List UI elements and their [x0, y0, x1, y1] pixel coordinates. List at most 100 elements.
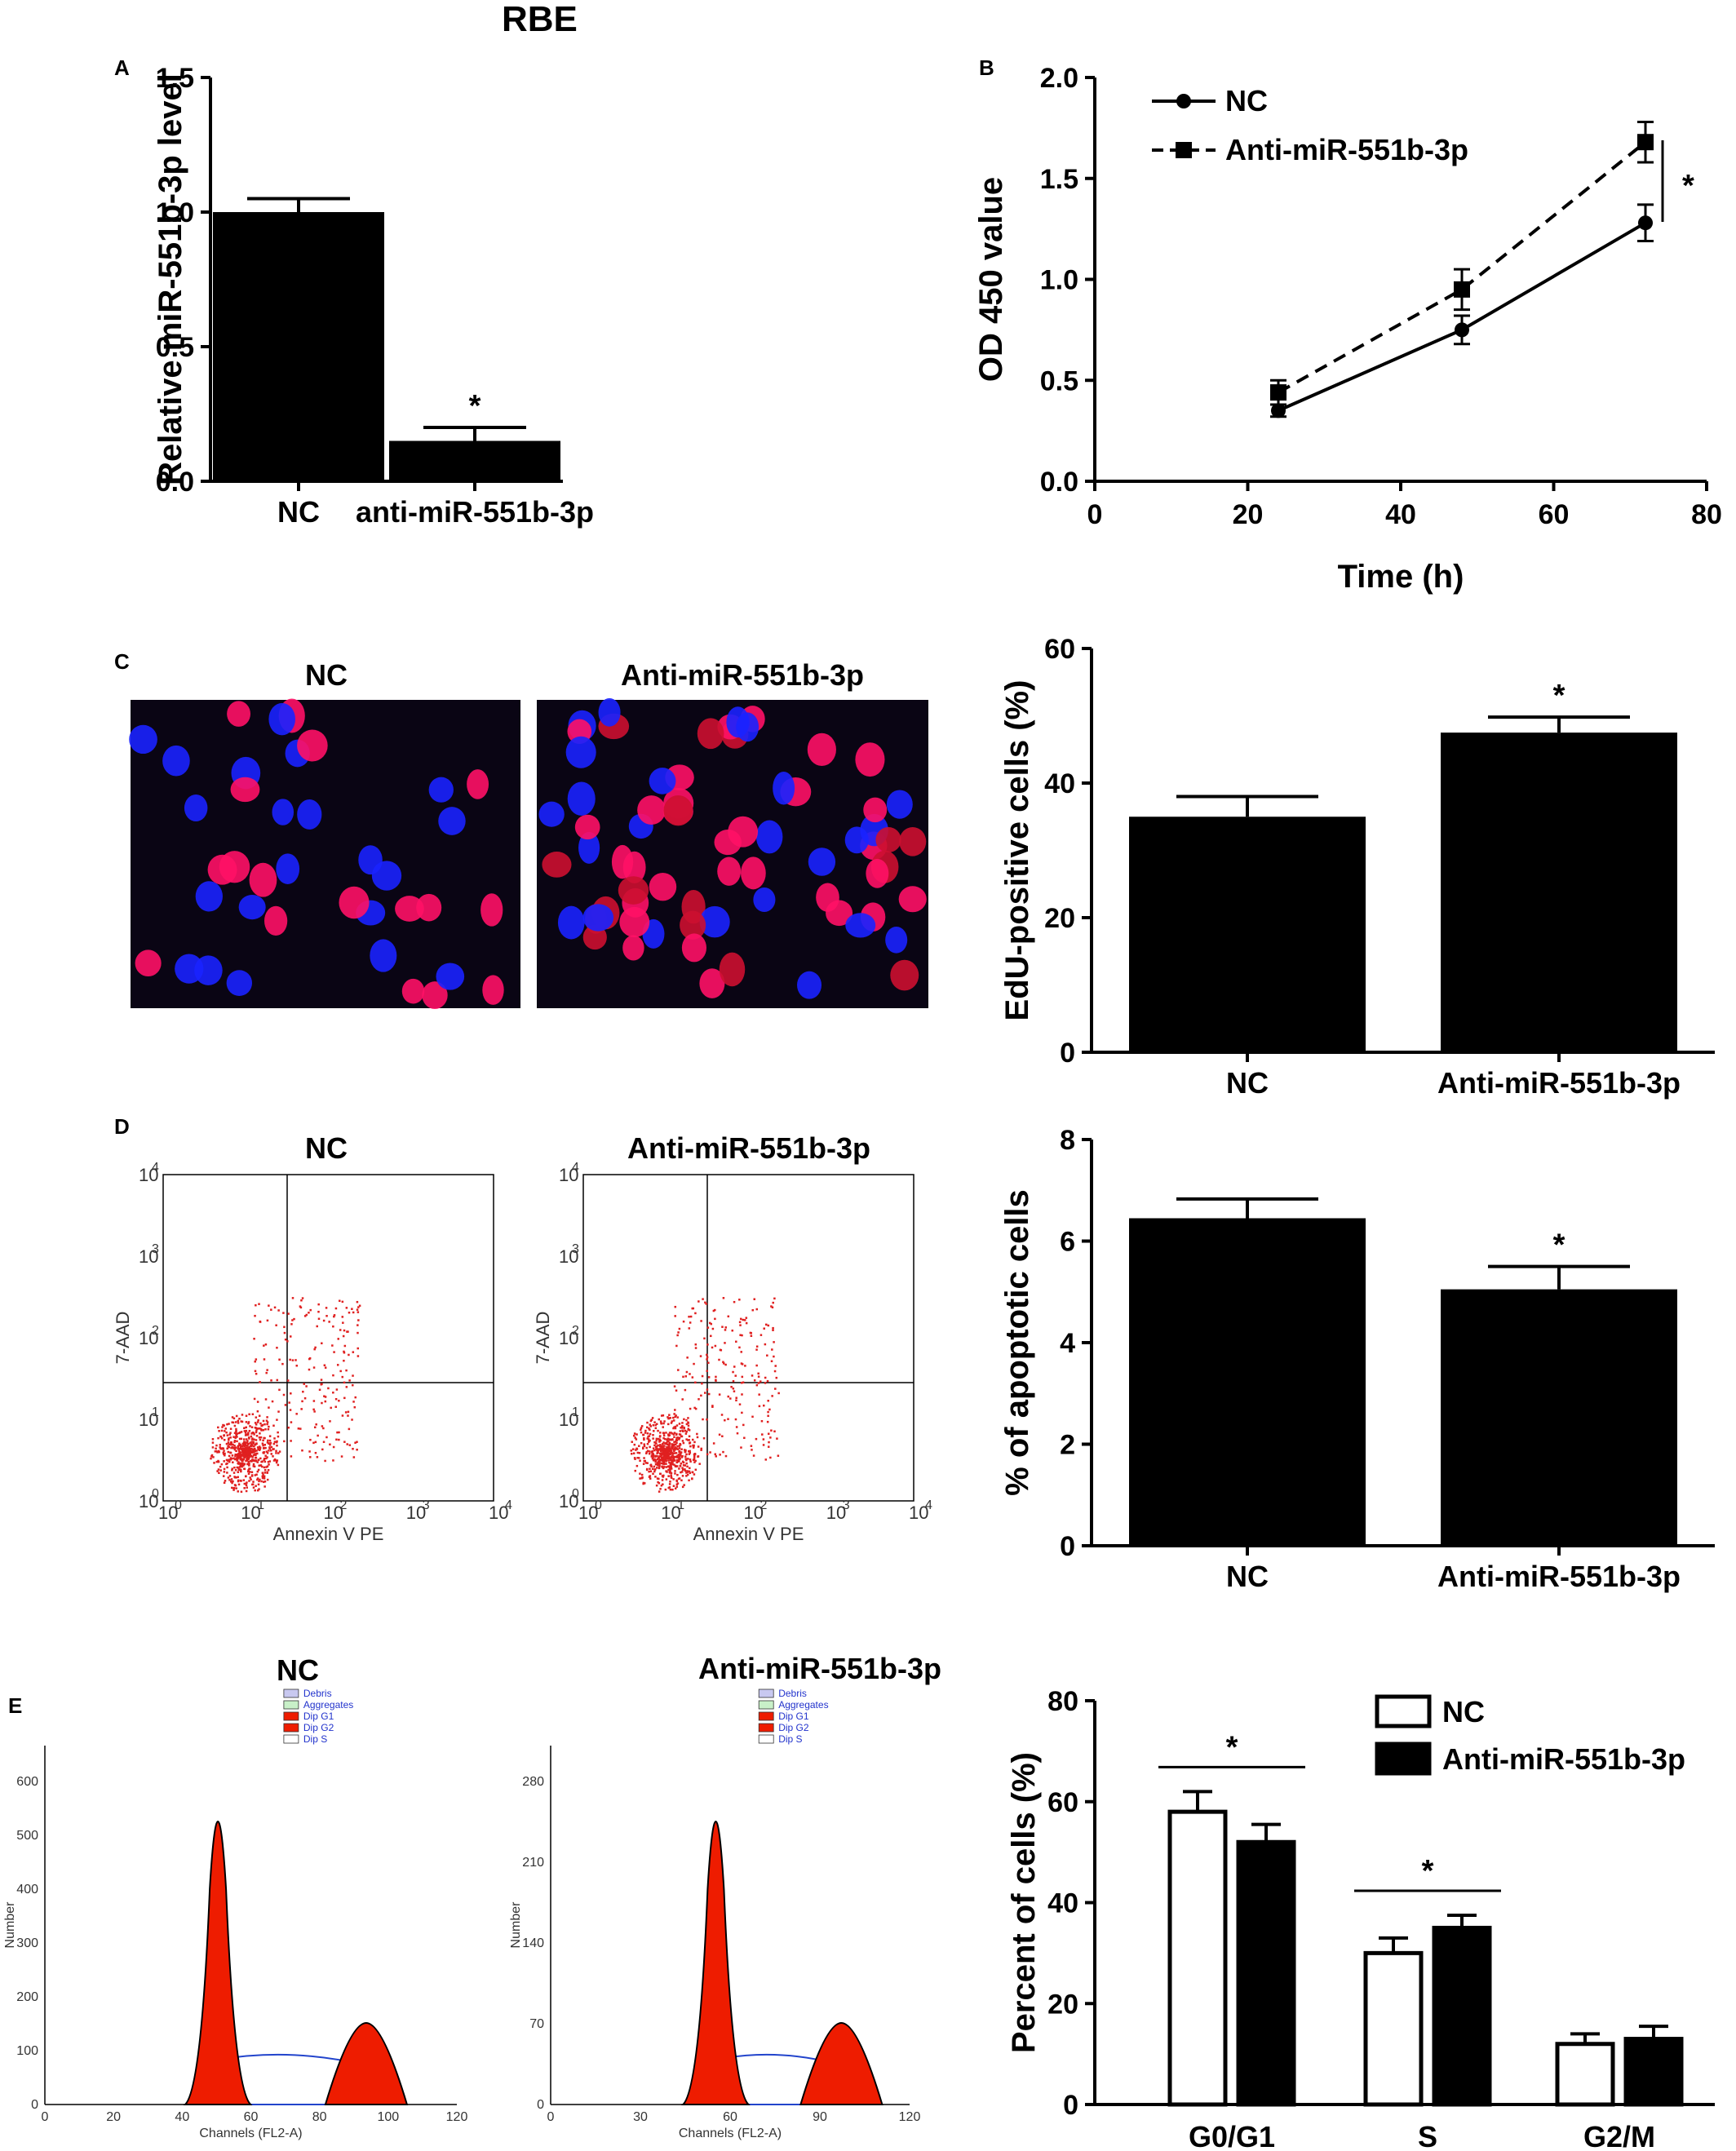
- x-tick-exp: 2: [340, 1498, 348, 1512]
- flow-dot: [674, 1427, 677, 1430]
- flow-dot: [667, 1451, 670, 1454]
- flow-dot: [668, 1414, 671, 1416]
- flow-dot: [718, 1358, 720, 1361]
- flow-dot: [668, 1461, 671, 1464]
- flow-dot: [340, 1455, 343, 1458]
- flow-dot: [271, 1400, 274, 1403]
- flow-dot: [317, 1310, 320, 1313]
- flow-dot: [232, 1421, 235, 1424]
- flow-dot: [738, 1403, 742, 1405]
- flow-dot: [255, 1439, 258, 1441]
- nucleus: [339, 886, 370, 919]
- nucleus: [753, 887, 776, 913]
- flow-dot: [667, 1459, 670, 1462]
- flow-dot: [642, 1447, 644, 1450]
- flow-dot: [724, 1454, 728, 1458]
- data-point: [1454, 281, 1470, 298]
- nucleus: [649, 768, 676, 794]
- flow-dot: [342, 1334, 345, 1338]
- flow-dot: [226, 1459, 229, 1462]
- flow-dot: [632, 1434, 636, 1437]
- flow-dot: [253, 1465, 256, 1468]
- flow-dot: [238, 1418, 241, 1420]
- flow-dot: [633, 1457, 636, 1459]
- flow-dot: [265, 1419, 268, 1422]
- flow-dot: [248, 1445, 250, 1449]
- flow-dot: [658, 1464, 661, 1467]
- flow-dot: [217, 1468, 220, 1471]
- hist-legend-label: Dip G2: [303, 1722, 334, 1733]
- image-label-anti: Anti-miR-551b-3p: [621, 658, 864, 692]
- nucleus: [230, 777, 260, 803]
- flow-dot: [257, 1489, 259, 1492]
- flow-dot: [264, 1480, 267, 1483]
- flow-dot: [657, 1437, 660, 1441]
- flow-dot: [664, 1442, 666, 1445]
- flow-dot: [223, 1449, 225, 1452]
- flow-dot: [714, 1317, 716, 1321]
- flow-dot: [223, 1453, 225, 1455]
- flow-dot: [305, 1313, 308, 1317]
- flow-dot: [301, 1297, 304, 1299]
- flow-dot: [672, 1457, 675, 1459]
- flow-dot: [229, 1432, 232, 1434]
- flow-dot: [767, 1445, 770, 1448]
- flow-dot: [735, 1396, 737, 1399]
- flow-dot: [637, 1457, 640, 1459]
- flow-dot: [768, 1408, 771, 1411]
- flow-dot: [237, 1449, 241, 1451]
- flow-dot: [672, 1478, 675, 1480]
- flow-dot: [234, 1446, 237, 1449]
- flow-dot: [659, 1449, 662, 1453]
- y-axis-title: OD 450 value: [973, 177, 1009, 382]
- flow-dot: [262, 1447, 265, 1449]
- flow-dot: [645, 1450, 649, 1454]
- flow-dot: [352, 1351, 355, 1353]
- flow-dot: [227, 1441, 230, 1444]
- flow-dot: [225, 1458, 228, 1462]
- flow-dot: [233, 1440, 237, 1442]
- flow-dot: [673, 1413, 675, 1415]
- flow-dot: [352, 1447, 354, 1450]
- flow-dot: [301, 1400, 303, 1403]
- flow-dot: [703, 1337, 706, 1340]
- flow-dot: [770, 1429, 773, 1432]
- flow-dot: [252, 1463, 255, 1466]
- flow-dot: [278, 1450, 281, 1453]
- flow-dot: [678, 1454, 681, 1457]
- flow-dot: [675, 1452, 678, 1454]
- flow-dot: [227, 1476, 230, 1479]
- flow-dot: [253, 1338, 255, 1340]
- flow-dot: [679, 1457, 681, 1460]
- flow-dot: [668, 1438, 671, 1441]
- x-tick-exp: 2: [760, 1498, 768, 1512]
- flow-dot: [211, 1441, 215, 1444]
- flow-dot: [227, 1445, 230, 1449]
- flow-dot: [674, 1305, 677, 1308]
- flow-dot: [338, 1431, 340, 1434]
- flow-dot: [676, 1448, 680, 1450]
- flow-dot: [321, 1425, 324, 1427]
- flow-dot: [762, 1438, 765, 1441]
- flow-dot: [231, 1469, 233, 1472]
- flow-dot: [281, 1362, 284, 1365]
- flow-dot: [246, 1441, 248, 1444]
- flow-dot: [284, 1338, 287, 1341]
- nucleus: [129, 724, 157, 755]
- flow-dot: [743, 1319, 746, 1321]
- y-tick-label: 80: [1047, 1686, 1078, 1717]
- flow-dot: [272, 1448, 274, 1450]
- flow-dot: [238, 1451, 241, 1454]
- flow-dot: [248, 1463, 250, 1465]
- flow-dot: [721, 1435, 724, 1438]
- flow-dot: [667, 1465, 671, 1468]
- flow-dot: [633, 1443, 636, 1446]
- flow-dot: [684, 1450, 687, 1454]
- flow-dot: [263, 1477, 266, 1480]
- flow-dot: [656, 1458, 659, 1461]
- flow-dot: [729, 1397, 732, 1400]
- flow-dot: [654, 1476, 657, 1478]
- legend-label: NC: [1442, 1695, 1485, 1728]
- flow-dot: [314, 1451, 317, 1454]
- flow-dot: [670, 1455, 673, 1458]
